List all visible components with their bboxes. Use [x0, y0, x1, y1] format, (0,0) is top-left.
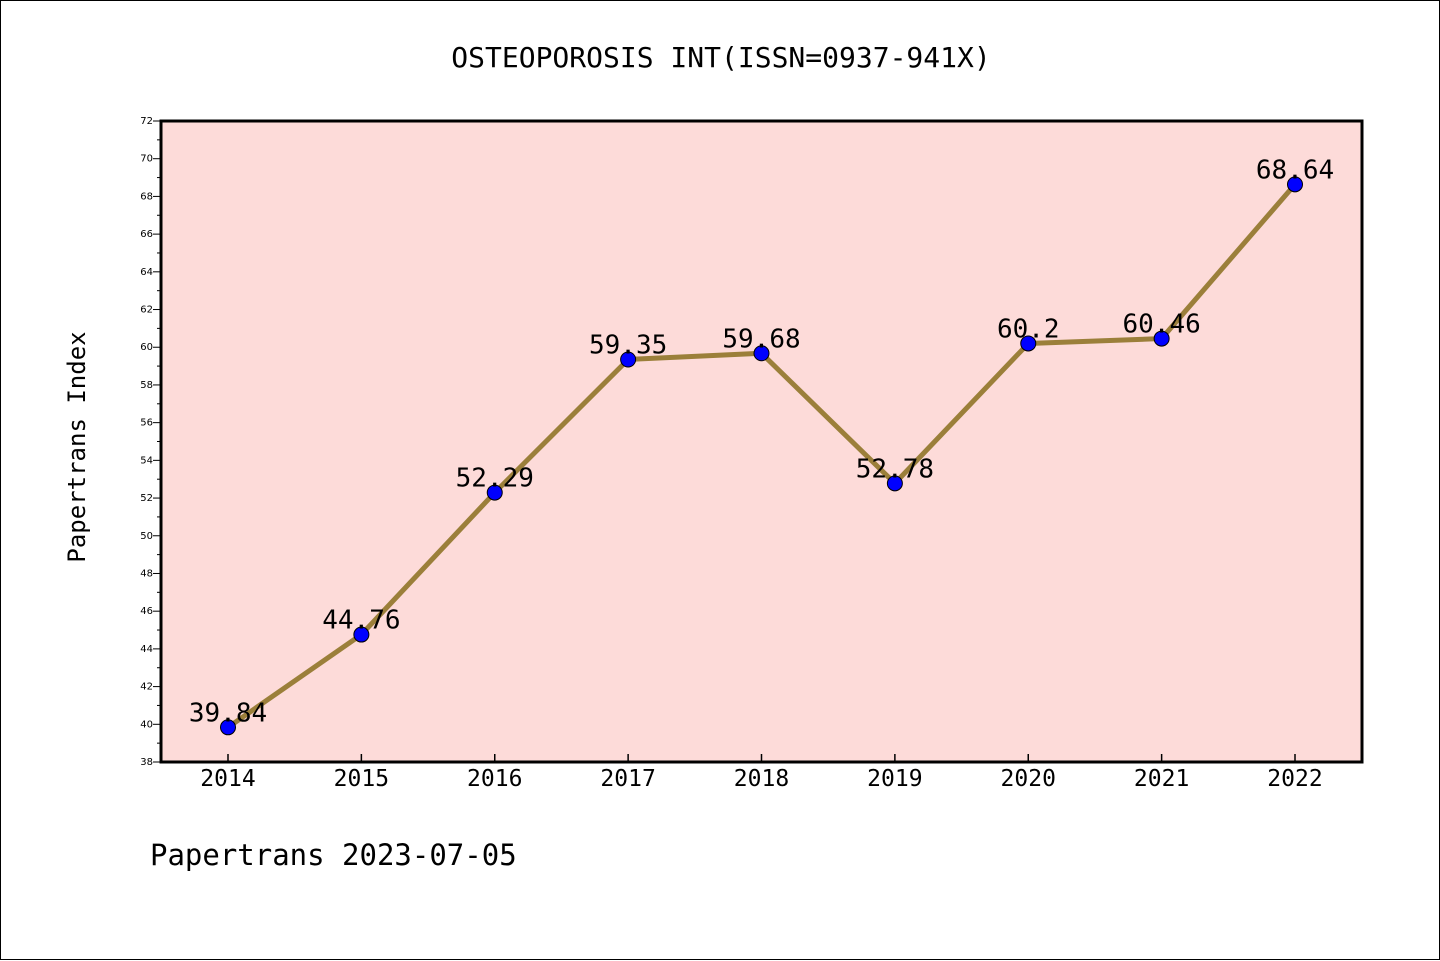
data-value-label: 59.68 — [722, 324, 800, 354]
x-tick-label: 2015 — [334, 766, 389, 792]
y-tick-label: 54 — [140, 455, 153, 466]
x-tick-label: 2014 — [200, 766, 255, 792]
y-tick-label: 72 — [140, 116, 153, 127]
y-tick-label: 60 — [140, 342, 153, 353]
data-label-group: 39.84 44.76 52.29 59.35 59.68 52.78 60.2 60.46 6… — [189, 155, 1334, 728]
x-tick-label: 2021 — [1134, 766, 1189, 792]
y-axis: 38 40 42 44 46 48 50 52 54 56 58 60 62 64 66 68 70 72 — [140, 116, 161, 768]
data-value-label: 39.84 — [189, 698, 267, 728]
data-point-marker — [753, 345, 770, 362]
x-axis: 2014 2015 2016 2017 2018 2019 2020 2021 2022 — [200, 754, 1323, 792]
series-line-segment — [1025, 336, 1165, 346]
data-point-marker — [486, 484, 503, 501]
y-tick-label: 68 — [140, 191, 153, 202]
y-tick-label: 38 — [140, 757, 153, 768]
y-tick-label: 44 — [140, 644, 153, 655]
series-line-segment — [892, 340, 1031, 486]
x-tick-label: 2022 — [1267, 766, 1322, 792]
series-line-group — [225, 181, 1298, 730]
y-tick-label: 66 — [140, 229, 153, 240]
y-tick-label: 56 — [140, 418, 153, 429]
data-value-label: 68.64 — [1256, 155, 1334, 185]
x-tick-label: 2016 — [467, 766, 522, 792]
plot-border — [159, 119, 1364, 764]
series-line-segment — [1159, 181, 1298, 342]
series-line-segment — [225, 632, 364, 730]
data-point-marker — [220, 719, 236, 736]
y-tick-label: 42 — [140, 682, 153, 693]
data-point-marker — [886, 475, 903, 492]
y-tick-label: 40 — [140, 719, 153, 730]
series-line-segment — [358, 490, 498, 638]
series-line-segment — [492, 356, 631, 496]
x-tick-label: 2019 — [867, 766, 922, 792]
footer-text: Papertrans 2023-07-05 — [150, 838, 517, 872]
y-tick-label: 52 — [140, 493, 153, 504]
y-axis-label: Papertrans Index — [63, 331, 91, 562]
data-value-label: 59.35 — [589, 330, 667, 360]
plot-area — [161, 121, 1362, 762]
data-point-marker — [353, 626, 370, 643]
y-tick-label: 64 — [140, 267, 153, 278]
y-tick-label: 58 — [140, 380, 153, 391]
data-value-label: 52.29 — [456, 464, 534, 494]
data-value-label: 60.46 — [1122, 310, 1200, 340]
y-tick-label: 62 — [140, 305, 153, 316]
data-value-label: 44.76 — [322, 606, 400, 636]
x-tick-label: 2018 — [734, 766, 789, 792]
y-tick-label: 70 — [140, 154, 153, 165]
series-line-segment — [625, 350, 764, 362]
x-tick-label: 2017 — [600, 766, 655, 792]
data-point-marker — [1020, 335, 1037, 352]
data-point-marker — [1153, 330, 1170, 347]
data-point-marker — [1287, 176, 1303, 193]
data-point-marker — [620, 351, 637, 368]
series-line-segment — [759, 350, 898, 486]
y-tick-label: 48 — [140, 568, 153, 579]
chart-title: OSTEOPOROSIS INT(ISSN=0937-941X) — [451, 41, 990, 74]
y-tick-label: 46 — [140, 606, 153, 617]
data-value-label: 60.2 — [997, 314, 1060, 344]
data-value-label: 52.78 — [856, 454, 934, 484]
x-tick-label: 2020 — [1001, 766, 1056, 792]
series-marker-group — [220, 176, 1303, 736]
y-tick-label: 50 — [140, 531, 153, 542]
